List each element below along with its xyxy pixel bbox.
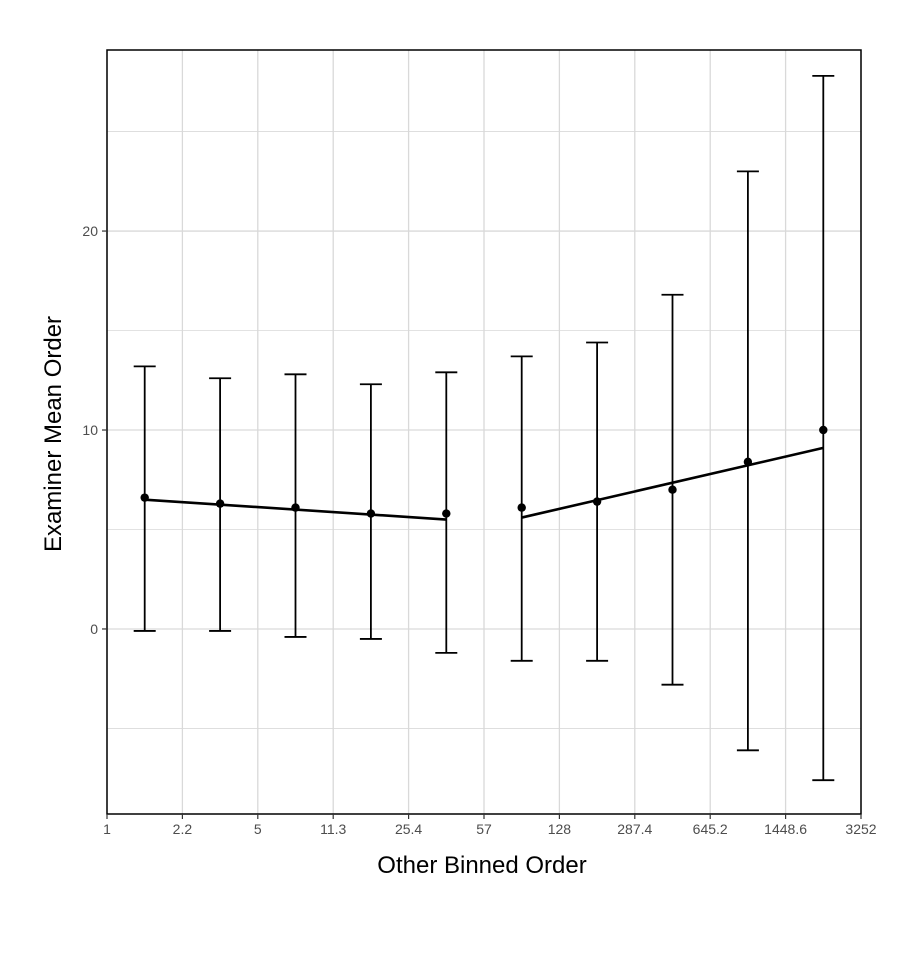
x-axis-ticks: 1 2.2 5 11.3 25.4 57 128 287.4 645.2 1448.6 3252 [103,814,877,837]
y-axis-ticks: 0 10 20 [82,223,107,637]
x-tick-label: 2.2 [173,821,193,837]
data-point [291,503,300,512]
y-tick-label: 10 [82,422,98,438]
y-axis-title: Examiner Mean Order [40,316,67,552]
x-tick-label: 128 [548,821,572,837]
data-points [140,425,828,518]
data-point [592,497,602,506]
x-tick-label: 3252 [845,821,876,837]
data-point [442,509,451,518]
x-tick-label: 645.2 [693,821,728,837]
fit-line [521,446,824,519]
y-tick-label: 0 [90,621,98,637]
data-point [215,499,225,508]
x-axis-title: Other Binned Order [377,852,586,879]
x-tick-label: 57 [476,821,492,837]
x-tick-label: 1 [103,821,111,837]
data-point [366,509,376,518]
data-point [743,457,753,467]
y-tick-label: 20 [82,223,98,239]
x-tick-label: 11.3 [320,821,346,837]
x-tick-label: 1448.6 [764,821,807,837]
x-tick-label: 25.4 [395,821,422,837]
data-point [517,503,526,512]
data-point [819,425,828,435]
x-tick-label: 5 [254,821,262,837]
data-point [668,485,677,494]
data-point [140,493,149,502]
x-tick-label: 287.4 [617,821,652,837]
